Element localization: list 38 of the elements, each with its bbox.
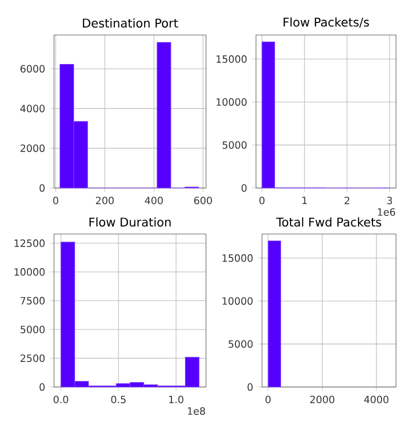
chart-title: Flow Packets/s [284,17,369,28]
x-tick-label: 0 [266,396,271,404]
x-tick-label: 0.5 [111,396,126,404]
text: 1e8 [188,407,206,415]
y-tick-label: 5000 [20,326,45,334]
y-tick-label: 15000 [216,55,247,63]
y-tick-label: 2500 [20,354,45,362]
x-tick-label: 200 [96,196,114,204]
y-tick-label: 12500 [14,239,45,247]
x-tick-label: 1 [302,196,307,204]
x-tick-label: 3 [387,196,392,204]
chart-title: Flow Duration [90,217,171,227]
x-tick-label: 1.0 [169,396,184,404]
y-tick-label: 15000 [222,254,253,262]
text: 1e6 [378,208,396,216]
y-tick-label: 0 [242,184,247,192]
x-tick-label: 600 [194,196,212,204]
chart-title: Total Fwd Packets [276,217,382,227]
y-tick-label: 2000 [20,144,45,152]
x-tick-label: 2000 [310,396,334,404]
y-tick-label: 5000 [222,141,247,149]
x-tick-label: 2 [344,196,350,204]
x-tick-label: 0 [53,196,58,204]
y-tick-label: 6000 [20,64,45,73]
y-tick-label: 5000 [228,340,253,348]
x-tick-label: 400 [144,196,163,204]
y-tick-label: 10000 [216,98,247,106]
y-tick-label: 10000 [14,268,45,276]
x-tick-label: 0.0 [54,396,68,404]
y-tick-label: 10000 [222,297,253,305]
y-tick-label: 0 [40,383,45,391]
y-tick-label: 0 [40,184,45,192]
x-tick-label: 0 [259,196,264,204]
y-tick-label: 4000 [20,104,45,112]
x-tick-label: 4000 [364,396,388,404]
y-tick-label: 7500 [20,296,45,305]
y-tick-label: 0 [248,383,253,391]
chart-title: Destination Port [82,18,178,28]
